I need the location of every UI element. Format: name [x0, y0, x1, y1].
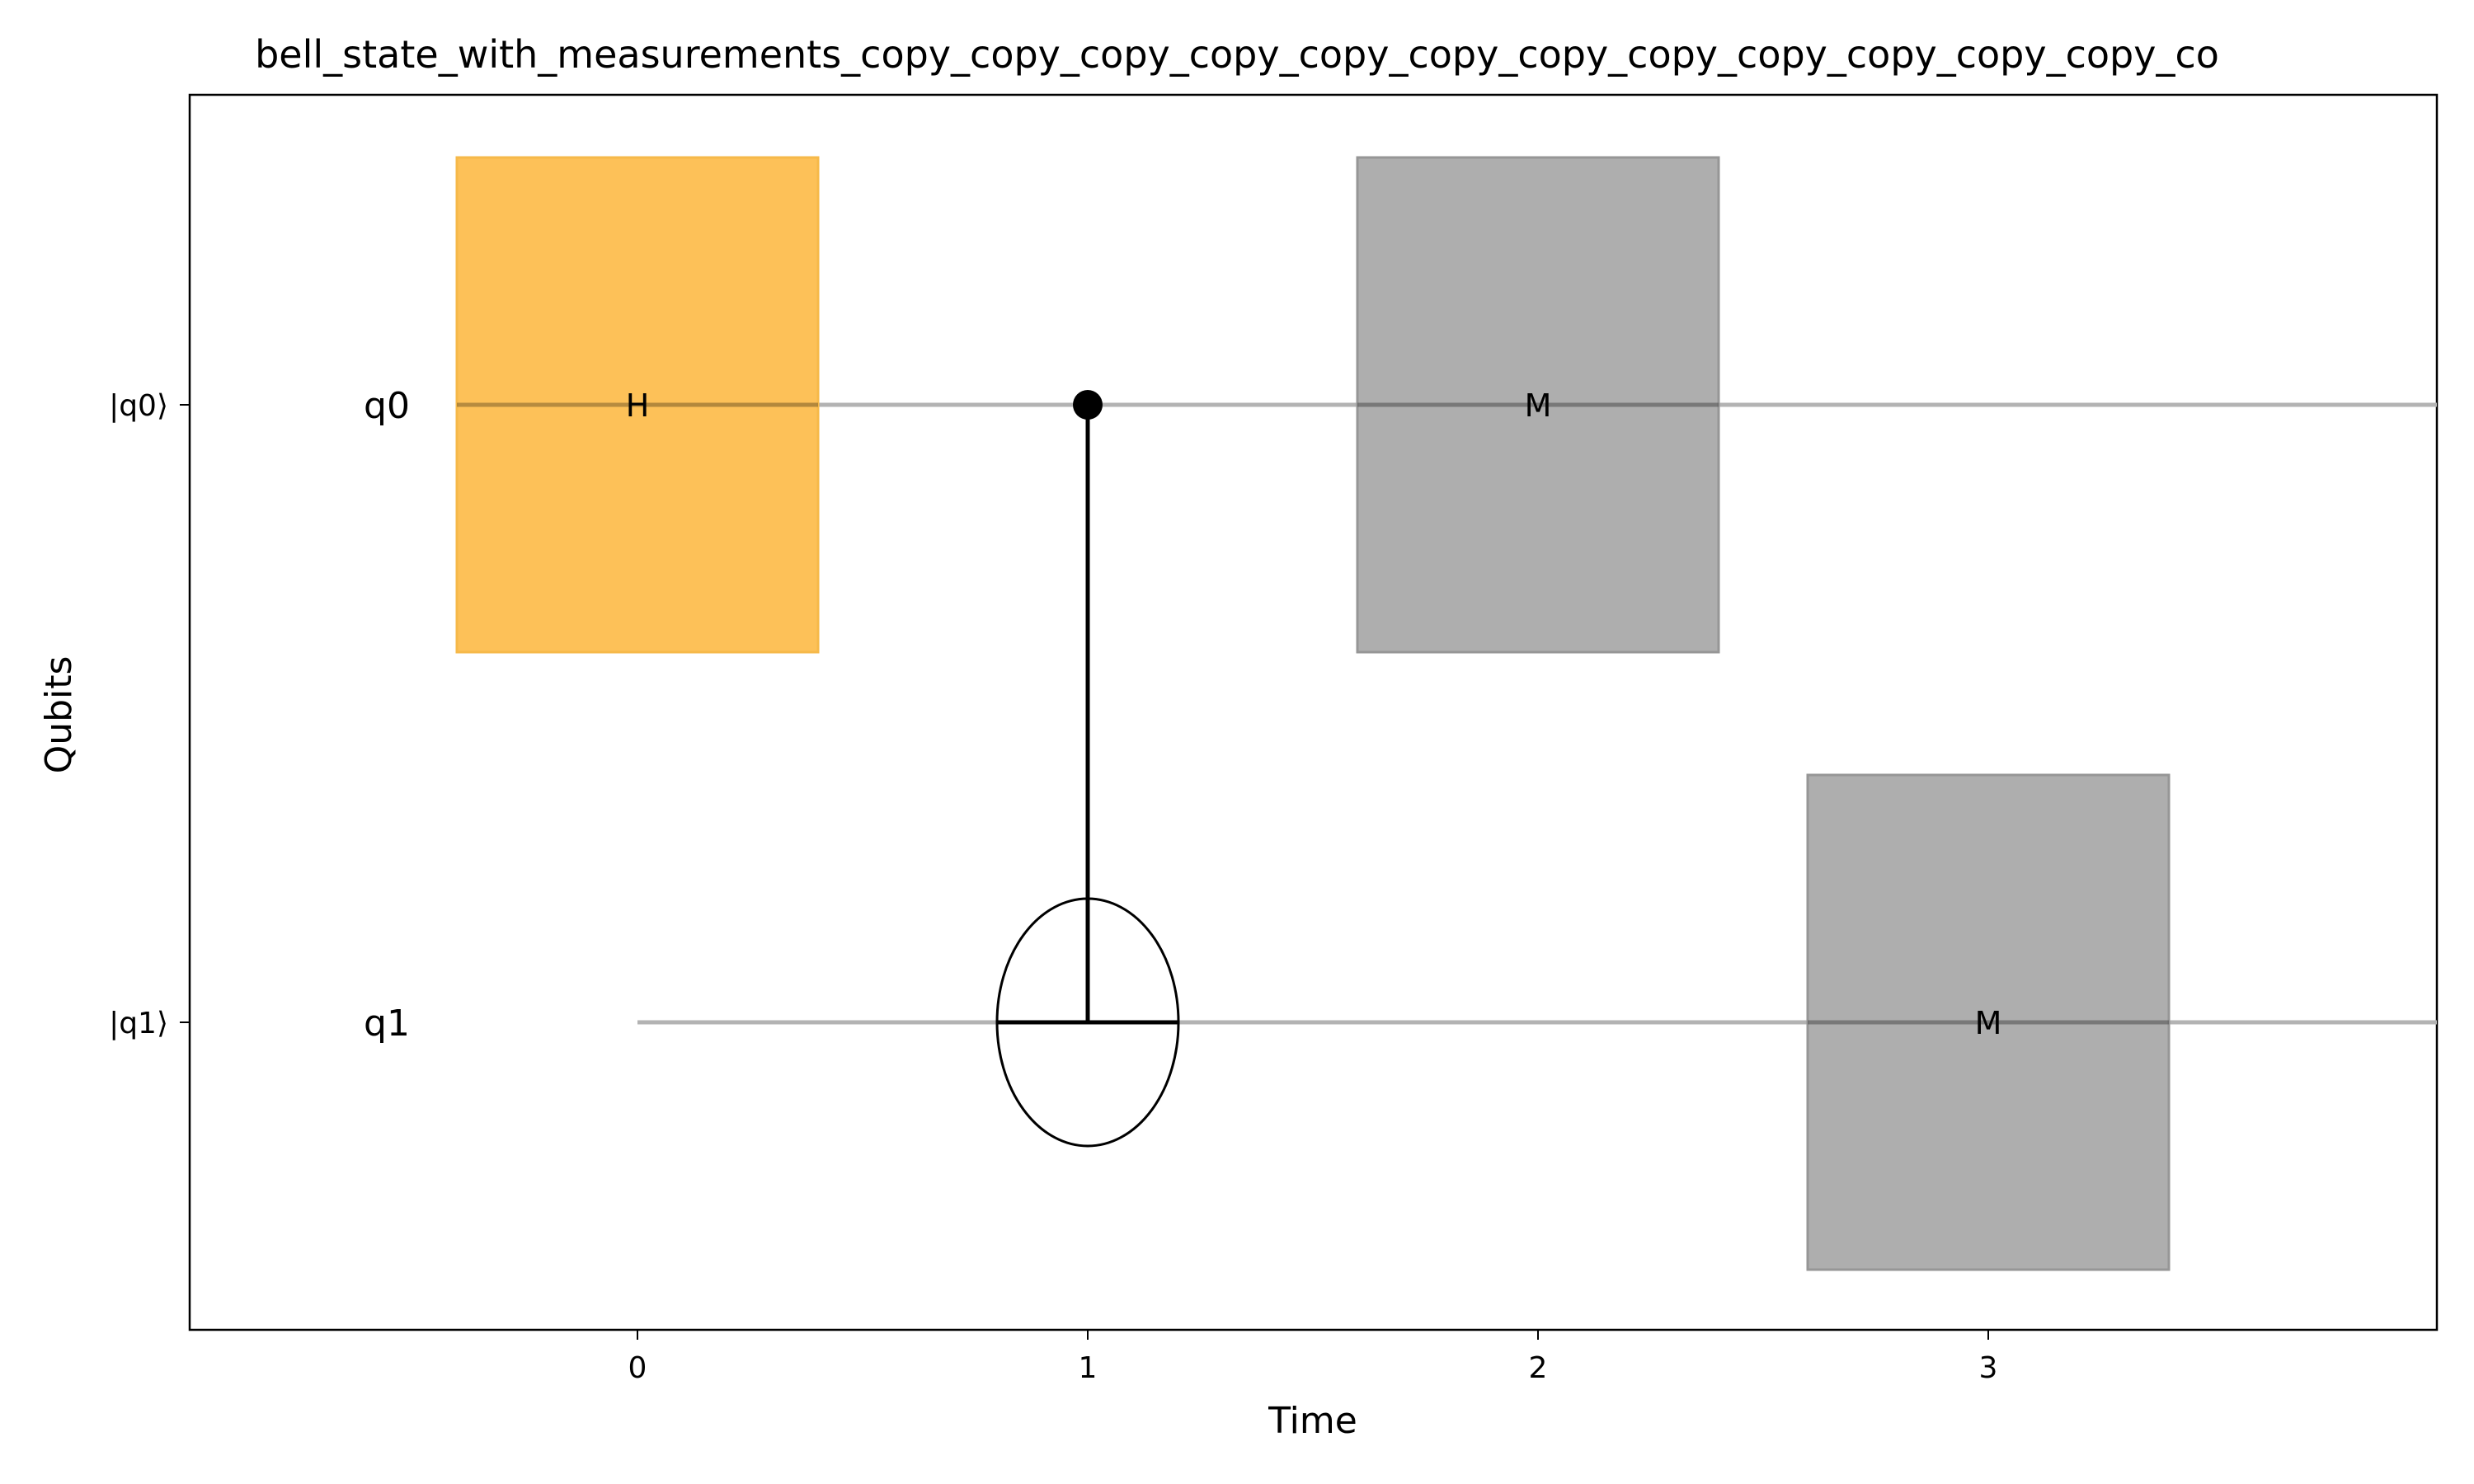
plot-frame [188, 93, 2439, 1331]
measurement-gate [1806, 773, 2171, 1271]
x-tick-label: 3 [1979, 1351, 1998, 1385]
cnot-control-dot [1073, 390, 1103, 420]
chart-title: bell_state_with_measurements_copy_copy_c… [255, 32, 2219, 77]
y-tick-label: |q0⟩ [109, 389, 168, 423]
qubit-name-label: q0 [364, 385, 410, 427]
measurement-gate [1356, 156, 1720, 654]
x-tick-label: 0 [628, 1351, 647, 1385]
hadamard-gate [455, 156, 820, 654]
y-axis-label: Qubits [38, 656, 80, 774]
x-tick-label: 1 [1079, 1351, 1098, 1385]
plot-area: 0 1 2 3 |q0⟩ q0 |q1⟩ q1 H M M [109, 93, 2439, 1385]
gate-label: M [1525, 387, 1552, 424]
gate-label: M [1975, 1005, 2002, 1041]
qubit-name-label: q1 [364, 1003, 410, 1045]
x-tick-label: 2 [1529, 1351, 1548, 1385]
gate-label: H [626, 387, 650, 424]
x-axis-label: Time [1268, 1400, 1357, 1442]
y-tick-label: |q1⟩ [109, 1007, 168, 1040]
